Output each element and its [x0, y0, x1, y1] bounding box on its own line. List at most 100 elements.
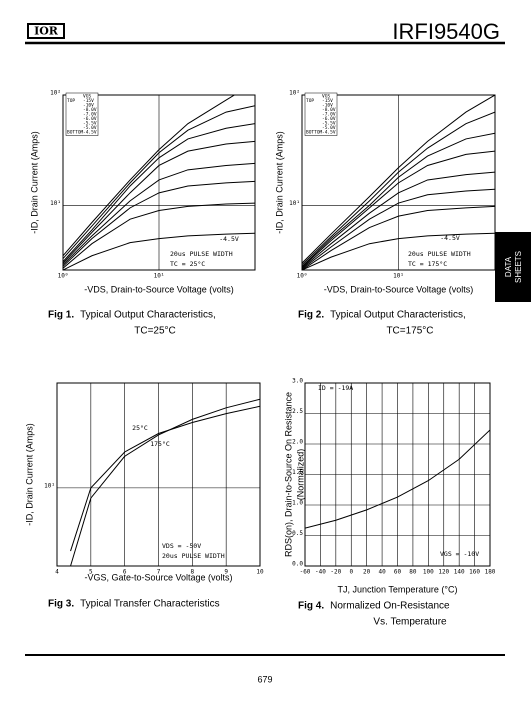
curve: [63, 140, 255, 264]
curve: [63, 123, 255, 262]
legend-box: [304, 92, 338, 136]
legend-label: BOTTOM: [67, 130, 84, 136]
y-tick-label: 2.0: [292, 439, 303, 446]
x-axis-label: -VDS, Drain-to-Source Voltage (volts): [324, 284, 474, 294]
y-tick-label: 0.5: [292, 530, 303, 537]
caption: TC=25°C: [134, 326, 176, 337]
legend-entry: -5.5V: [83, 121, 97, 127]
legend-entry: -5.5V: [322, 121, 336, 127]
legend-entry: -15V: [322, 98, 333, 104]
curve: [302, 232, 495, 270]
legend-entry: -6.0V: [83, 116, 97, 122]
curve: [63, 180, 255, 267]
y-tick-label: 10²: [289, 90, 300, 97]
y-axis-label: -ID, Drain Current (Amps): [29, 131, 39, 234]
caption-label: Fig 4.: [298, 601, 324, 612]
series-label: 25°C: [132, 424, 148, 432]
legend-entry: -8.0V: [322, 107, 336, 113]
x-tick-label: 0: [349, 569, 353, 576]
legend-entry: -6.0V: [322, 116, 336, 122]
annotation: -4.5V: [219, 235, 239, 243]
x-tick-label: 10: [256, 569, 264, 576]
legend-entry: -15V: [83, 98, 94, 104]
legend-label: TOP: [306, 98, 314, 104]
y-tick-label: 10¹: [289, 200, 300, 207]
legend-entry: -10V: [322, 103, 333, 109]
side-tab: [495, 232, 531, 302]
x-axis-label: -VDS, Drain-to-Source Voltage (volts): [84, 284, 234, 294]
y-tick-label: 1.5: [292, 469, 303, 476]
caption: Vs. Temperature: [373, 617, 447, 628]
x-tick-label: 9: [224, 569, 228, 576]
annotation: -4.5V: [440, 234, 460, 242]
legend-entry: -4.5V: [322, 130, 336, 136]
caption: Typical Output Characteristics,: [330, 310, 466, 321]
x-tick-label: 160: [469, 569, 480, 576]
caption-label: Fig 2.: [298, 310, 324, 321]
curve: [63, 202, 255, 269]
part-number: IRFI9540G: [392, 19, 500, 44]
y-axis-label: -ID, Drain Current (Amps): [274, 131, 284, 234]
caption-label: Fig 1.: [48, 310, 74, 321]
curve: [63, 95, 236, 257]
curve: [302, 171, 495, 269]
y-tick-label: 3.0: [292, 378, 303, 385]
legend-entry: -7.0V: [322, 112, 336, 118]
x-tick-label: 7: [157, 569, 161, 576]
annotation: 20us PULSE WIDTH: [170, 250, 233, 258]
curve: [63, 232, 255, 270]
curve: [70, 398, 260, 566]
annotation: VDS = -50V: [162, 542, 201, 550]
curve: [302, 205, 495, 270]
curve: [302, 132, 495, 267]
x-tick-label: 60: [394, 569, 402, 576]
curve: [70, 405, 260, 552]
x-tick-label: 10⁰: [58, 273, 69, 280]
x-tick-label: -20: [330, 569, 341, 576]
side-tab-text: SHEETS: [514, 251, 523, 283]
logo: IOR: [34, 25, 59, 38]
y-tick-label: 10¹: [50, 200, 61, 207]
x-axis-label: -VGS, Gate-to-Source Voltage (volts): [84, 572, 232, 582]
caption: Typical Output Characteristics,: [80, 310, 216, 321]
curve: [63, 162, 255, 266]
annotation: TC = 25°C: [170, 260, 205, 268]
y-axis-label: (Normalized): [295, 449, 305, 501]
x-tick-label: 140: [454, 569, 465, 576]
y-tick-label: 2.5: [292, 408, 303, 415]
y-tick-label: 1.0: [292, 500, 303, 507]
caption-label: Fig 3.: [48, 599, 74, 610]
legend-title: VGS: [83, 94, 91, 100]
x-tick-label: 10⁰: [297, 273, 308, 280]
logo-box: [27, 23, 65, 39]
x-tick-label: 80: [409, 569, 417, 576]
x-tick-label: 100: [423, 569, 434, 576]
legend-entry: -8.0V: [83, 107, 97, 113]
legend-title: VGS: [322, 94, 330, 100]
x-tick-label: -60: [300, 569, 311, 576]
caption: Typical Transfer Characteristics: [80, 599, 220, 610]
annotation: 20us PULSE WIDTH: [162, 552, 225, 560]
x-tick-label: 5: [89, 569, 93, 576]
x-tick-label: 6: [123, 569, 127, 576]
annotation: VGS = -10V: [440, 550, 479, 558]
annotation: ID = -19A: [318, 384, 353, 392]
x-tick-label: -40: [315, 569, 326, 576]
y-tick-label: 10²: [50, 90, 61, 97]
curve: [305, 429, 490, 529]
series-label: 175°C: [150, 440, 170, 448]
x-tick-label: 40: [378, 569, 386, 576]
legend-label: TOP: [67, 98, 75, 104]
x-tick-label: 10¹: [154, 273, 165, 280]
legend-entry: -5.0V: [83, 125, 97, 131]
curve: [302, 95, 495, 264]
x-tick-label: 4: [55, 569, 59, 576]
caption: TC=175°C: [386, 326, 433, 337]
y-tick-label: 0.0: [292, 561, 303, 568]
curve: [302, 188, 495, 270]
x-tick-label: 120: [438, 569, 449, 576]
curve: [63, 105, 255, 259]
legend-label: BOTTOM: [306, 130, 323, 136]
legend-entry: -10V: [83, 103, 94, 109]
